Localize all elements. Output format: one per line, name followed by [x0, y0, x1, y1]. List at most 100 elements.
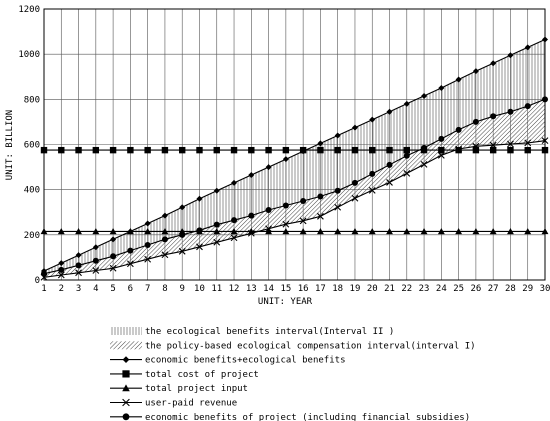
- data-point: [455, 126, 462, 133]
- series: [40, 36, 549, 281]
- data-point: [351, 124, 358, 131]
- x-tick-label: 20: [367, 284, 378, 294]
- data-point: [420, 228, 428, 235]
- legend: the ecological benefits interval(Interva…: [110, 327, 476, 421]
- x-tick-label: 26: [470, 284, 481, 294]
- data-point: [472, 146, 480, 154]
- data-point: [213, 221, 220, 228]
- data-point: [403, 152, 410, 159]
- data-point: [334, 187, 341, 194]
- data-point: [490, 60, 497, 67]
- data-point: [386, 161, 393, 168]
- x-tick-label: 10: [194, 284, 205, 294]
- data-point: [213, 146, 220, 154]
- x-tick-label: 23: [419, 284, 430, 294]
- data-point: [126, 228, 134, 235]
- data-point: [403, 100, 410, 107]
- data-point: [58, 266, 65, 273]
- data-point: [92, 228, 100, 235]
- data-point: [403, 146, 410, 154]
- x-tick-label: 19: [350, 284, 361, 294]
- data-point: [317, 212, 324, 220]
- y-tick-label: 200: [24, 231, 40, 241]
- data-point: [213, 238, 221, 246]
- data-point: [178, 247, 186, 255]
- legend-label: total cost of project: [145, 370, 259, 380]
- x-tick-label: 15: [280, 284, 291, 294]
- series-line: [43, 98, 546, 275]
- data-point: [110, 236, 117, 243]
- y-tick-label: 800: [24, 95, 40, 105]
- data-point: [317, 193, 324, 200]
- y-tick-label: 0: [35, 276, 40, 286]
- data-point: [455, 145, 463, 153]
- legend-entry: the policy-based ecological compensation…: [110, 341, 476, 351]
- data-point: [58, 260, 65, 267]
- data-point: [144, 146, 151, 154]
- data-point: [369, 146, 376, 154]
- x-tick-label: 18: [332, 284, 343, 294]
- data-point: [472, 68, 479, 75]
- data-point: [386, 108, 393, 115]
- series-2: [40, 146, 549, 154]
- data-point: [92, 244, 99, 251]
- data-point: [248, 171, 255, 178]
- series-line: [43, 140, 546, 278]
- data-point: [161, 251, 169, 259]
- data-point: [386, 146, 393, 154]
- data-point: [455, 228, 463, 235]
- data-point: [213, 187, 220, 194]
- data-point: [455, 146, 462, 154]
- data-point: [507, 146, 514, 154]
- data-point: [541, 228, 549, 235]
- data-point: [109, 264, 117, 272]
- data-point: [196, 195, 203, 202]
- data-point: [351, 228, 359, 235]
- data-point: [40, 228, 48, 235]
- data-point: [179, 204, 186, 211]
- data-point: [282, 220, 290, 228]
- data-point: [368, 186, 376, 194]
- data-point: [437, 228, 445, 235]
- data-point: [265, 228, 272, 235]
- x-tick-label: 9: [179, 284, 184, 294]
- legend-entry: the ecological benefits interval(Interva…: [110, 327, 394, 337]
- data-point: [507, 52, 514, 59]
- series-line: [43, 38, 546, 272]
- data-point: [161, 146, 169, 154]
- data-point: [265, 225, 272, 233]
- data-point: [524, 44, 531, 51]
- data-point: [472, 228, 480, 235]
- data-point: [109, 146, 117, 154]
- legend-marker: [122, 413, 130, 421]
- data-point: [524, 146, 531, 154]
- data-point: [282, 156, 289, 163]
- x-tick-label: 3: [76, 284, 81, 294]
- data-point: [196, 227, 203, 234]
- data-point: [524, 103, 531, 110]
- legend-label: the ecological benefits interval(Interva…: [145, 327, 394, 337]
- data-point: [179, 231, 186, 238]
- axes: [43, 8, 546, 281]
- data-point: [438, 146, 445, 154]
- data-point: [542, 36, 548, 43]
- series-3: [40, 228, 549, 235]
- data-point: [351, 194, 359, 202]
- x-tick-label: 25: [453, 284, 464, 294]
- data-point: [507, 140, 514, 148]
- data-point: [282, 228, 290, 235]
- x-tick-label: 6: [128, 284, 133, 294]
- data-point: [541, 137, 549, 145]
- data-point: [455, 76, 462, 83]
- y-tick-label: 1000: [18, 50, 40, 60]
- data-point: [248, 212, 255, 219]
- x-tick-label: 24: [436, 284, 447, 294]
- x-tick-label: 28: [505, 284, 516, 294]
- data-point: [351, 146, 359, 154]
- data-point: [299, 146, 307, 154]
- series-4: [40, 137, 549, 281]
- data-point: [230, 146, 238, 154]
- x-tick-label: 17: [315, 284, 326, 294]
- data-point: [524, 228, 532, 235]
